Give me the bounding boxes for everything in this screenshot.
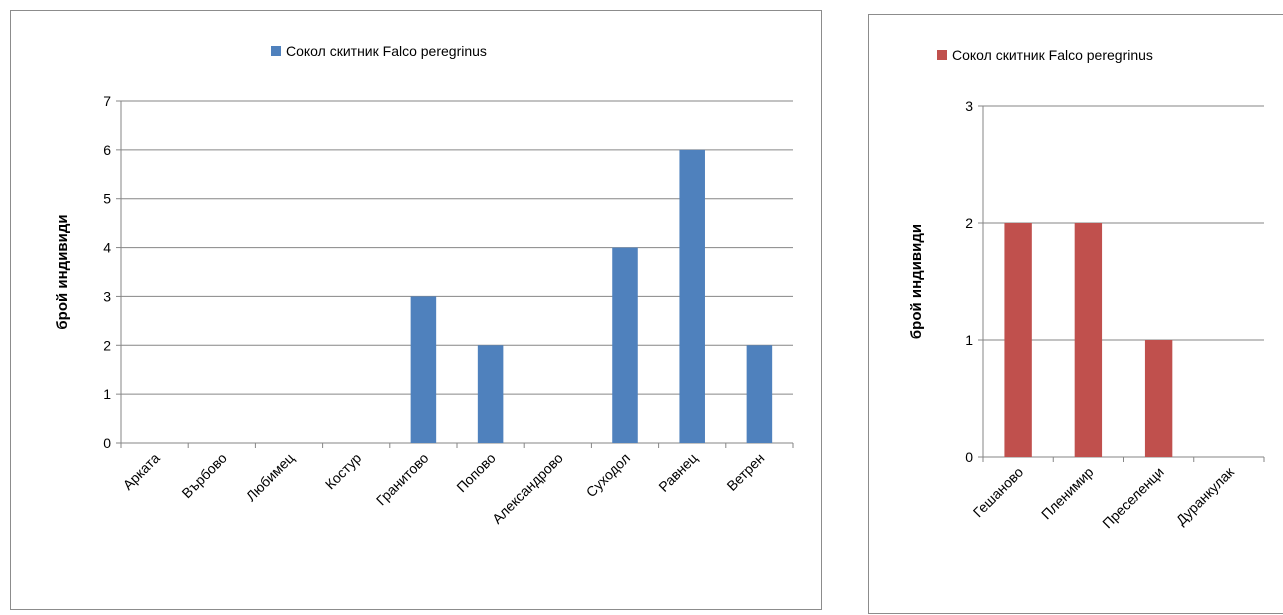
y-axis-title: брой индивиди (908, 224, 925, 339)
x-tick-label: Гранитово (373, 450, 432, 509)
chart-right: Сокол скитник Falco peregrinus 0 1 2 3 Гешано… (868, 14, 1283, 614)
x-tick-label: Суходол (583, 450, 633, 500)
x-tick-label: Попово (453, 450, 499, 496)
x-tick-label: Равнец (655, 450, 700, 495)
y-tick-label: 0 (103, 435, 111, 451)
x-tick-label: Дуранкулак (1173, 463, 1238, 528)
y-tick-label: 0 (965, 449, 973, 465)
x-tick-label: Върбово (178, 450, 230, 502)
y-tick-label: 4 (103, 240, 111, 256)
y-tick-label: 3 (965, 98, 973, 114)
y-tick-label: 2 (965, 215, 973, 231)
chart-left: Сокол скитник Falco peregrinus 0 1 2 3 4 5 6 7 Ар… (10, 10, 822, 610)
x-tick-label: Костур (322, 450, 365, 493)
bar (1004, 223, 1032, 457)
y-tick-label: 7 (103, 93, 111, 109)
x-tick-label: Преселенци (1099, 464, 1167, 532)
legend-label: Сокол скитник Falco peregrinus (952, 47, 1153, 63)
bar (410, 296, 437, 443)
bar (746, 345, 773, 443)
y-tick-label: 6 (103, 142, 111, 158)
y-tick-label: 5 (103, 191, 111, 207)
bar (477, 345, 504, 443)
x-tick-label: Гешаново (970, 464, 1027, 521)
x-tick-label: Любимец (243, 450, 297, 504)
bar (1074, 223, 1103, 457)
x-tick-label: Александрово (489, 450, 566, 527)
y-tick-label: 1 (965, 332, 973, 348)
y-tick-label: 2 (103, 337, 111, 353)
y-tick-label: 1 (103, 386, 111, 402)
x-tick-label: Арката (120, 450, 163, 493)
y-axis-title: брой индивиди (54, 214, 71, 329)
chart-right-svg: Сокол скитник Falco peregrinus 0 1 2 3 Гешано… (908, 47, 1265, 532)
legend-label: Сокол скитник Falco peregrinus (286, 43, 487, 59)
x-tick-label: Пленимир (1038, 464, 1097, 523)
legend-swatch (271, 46, 281, 56)
bar (612, 247, 638, 443)
legend-swatch (937, 50, 947, 60)
chart-left-svg: Сокол скитник Falco peregrinus 0 1 2 3 4 5 6 7 Ар… (54, 43, 794, 527)
y-tick-label: 3 (103, 288, 111, 304)
bar (1144, 340, 1173, 457)
x-tick-label: Ветрен (723, 450, 767, 494)
bar (679, 149, 705, 443)
